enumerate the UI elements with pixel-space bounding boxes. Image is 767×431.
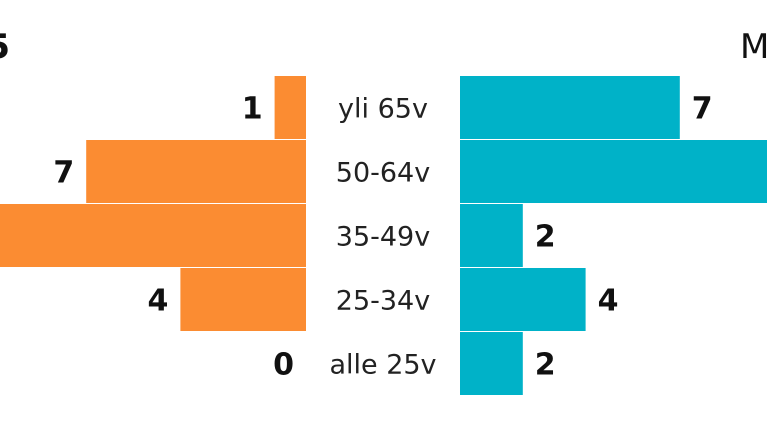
right-bar-4 [460,332,523,395]
left-value-label-0: 1 [242,92,263,127]
left-series-bars [0,76,306,331]
left-bar-0 [274,76,306,139]
right-bar-3 [460,268,586,331]
left-value-label-4: 0 [273,348,294,383]
right-series-title: M [740,27,767,67]
left-value-label-1: 7 [53,156,74,191]
right-value-label-0: 7 [692,92,713,127]
right-bar-2 [460,204,523,267]
category-label-1: 50-64v [336,158,430,189]
right-series-bars [460,76,767,395]
category-label-2: 35-49v [336,222,430,253]
right-series-name: M [740,27,767,67]
right-value-label-4: 2 [535,348,556,383]
category-label-0: yli 65v [338,94,428,125]
right-value-label-2: 2 [535,220,556,255]
right-bar-0 [460,76,680,139]
value-labels: 1 7 7 2 4 4 0 2 [53,92,712,383]
left-bar-3 [180,268,306,331]
left-series-name: 5 [0,27,10,67]
category-labels: yli 65v 50-64v 35-49v 25-34v alle 25v [329,94,436,381]
category-label-4: alle 25v [329,350,436,381]
left-bar-1 [86,140,306,203]
right-bar-1 [460,140,767,203]
left-value-label-3: 4 [148,284,169,319]
left-bar-2 [0,204,306,267]
right-value-label-3: 4 [598,284,619,319]
left-series-title: 5 [0,27,10,67]
category-label-3: 25-34v [336,286,430,317]
